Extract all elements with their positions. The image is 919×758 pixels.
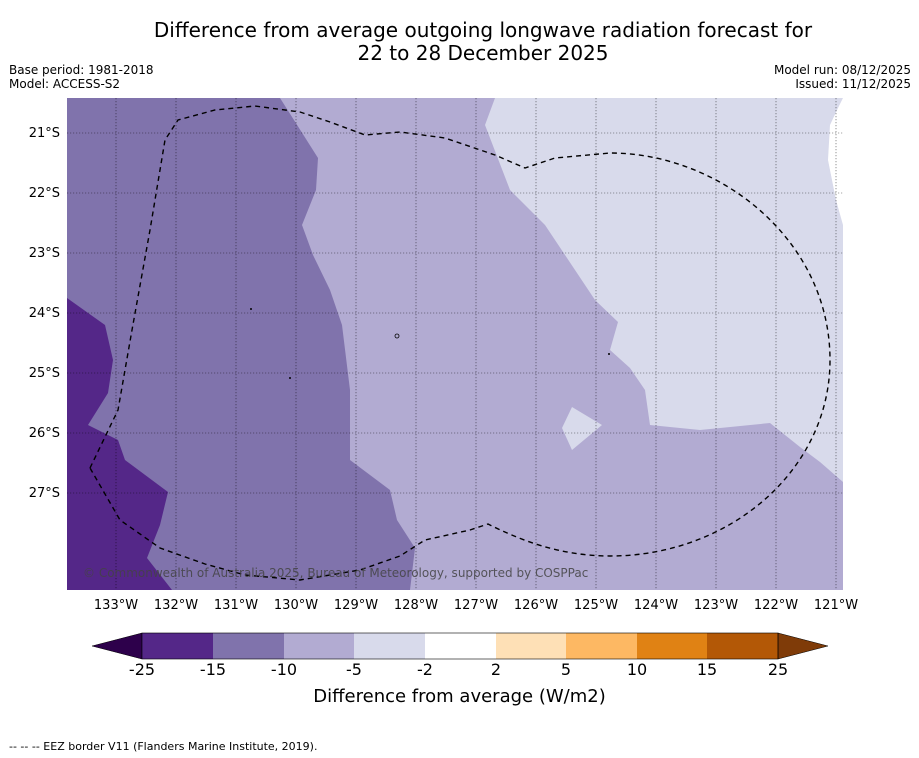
lat-label: 26°S xyxy=(28,426,60,441)
lon-label: 132°W xyxy=(153,598,199,613)
island-marker xyxy=(394,333,400,339)
colorbar-tick: 25 xyxy=(767,660,789,679)
colorbar-extend-high xyxy=(777,632,829,660)
island-marker xyxy=(289,377,291,379)
lat-label: 24°S xyxy=(28,306,60,321)
colorbar-bin xyxy=(142,633,213,659)
island-marker xyxy=(250,308,252,310)
lat-label: 25°S xyxy=(28,366,60,381)
colorbar-tick: 10 xyxy=(626,660,648,679)
colorbar-tick: -25 xyxy=(128,660,156,679)
lon-label: 133°W xyxy=(93,598,139,613)
title-line-2: 22 to 28 December 2025 xyxy=(357,41,609,65)
lon-label: 125°W xyxy=(573,598,619,613)
colorbar-bin xyxy=(284,633,354,659)
map-title: Difference from average outgoing longwav… xyxy=(0,19,919,65)
colorbar-bin xyxy=(566,633,637,659)
lon-label: 124°W xyxy=(633,598,679,613)
colorbar-tick: -10 xyxy=(270,660,298,679)
colorbar-bin xyxy=(637,633,707,659)
colorbar-bin xyxy=(496,633,566,659)
lon-label: 129°W xyxy=(333,598,379,613)
colorbar-label: Difference from average (W/m2) xyxy=(313,686,606,707)
colorbar-extend-low xyxy=(91,632,143,660)
lat-label: 23°S xyxy=(28,246,60,261)
band-right-edge xyxy=(828,98,843,225)
model-text: Model: ACCESS-S2 xyxy=(9,77,121,91)
base-period-text: Base period: 1981-2018 xyxy=(9,63,154,77)
lon-label: 131°W xyxy=(213,598,259,613)
colorbar-tick: -5 xyxy=(346,660,362,679)
colorbar-bin xyxy=(354,633,425,659)
colorbar-tick: -15 xyxy=(199,660,227,679)
lon-label: 126°W xyxy=(513,598,559,613)
eez-border xyxy=(89,105,831,581)
lon-label: 127°W xyxy=(453,598,499,613)
band-neg25-neg15 xyxy=(67,298,172,590)
colorbar-tick: -2 xyxy=(417,660,433,679)
colorbar-tick: 5 xyxy=(560,660,572,679)
colorbar-bin xyxy=(213,633,284,659)
colorbar-bin xyxy=(707,633,778,659)
colorbar-tick: 2 xyxy=(490,660,502,679)
island-marker xyxy=(608,353,610,355)
lon-label: 123°W xyxy=(693,598,739,613)
copyright-text: © Commonwealth of Australia 2025, Bureau… xyxy=(83,566,588,580)
colorbar-tick: 15 xyxy=(696,660,718,679)
colorbar xyxy=(91,632,829,660)
lon-label: 128°W xyxy=(393,598,439,613)
eez-legend-text: -- -- -- EEZ border V11 (Flanders Marine… xyxy=(9,740,318,753)
band-neg5-neg2-island xyxy=(562,407,602,450)
meta-right: Model run: 08/12/2025 Issued: 11/12/2025 xyxy=(774,63,911,91)
issued-text: Issued: 11/12/2025 xyxy=(795,77,911,91)
model-run-text: Model run: 08/12/2025 xyxy=(773,63,911,77)
meta-left: Base period: 1981-2018 Model: ACCESS-S2 xyxy=(9,63,154,91)
lon-label: 122°W xyxy=(753,598,799,613)
title-line-1: Difference from average outgoing longwav… xyxy=(153,18,813,42)
band-neg15-neg10 xyxy=(67,98,415,590)
map-area: © Commonwealth of Australia 2025, Bureau… xyxy=(67,98,843,590)
lon-label: 121°W xyxy=(813,598,859,613)
lon-label: 130°W xyxy=(273,598,319,613)
colorbar-bin xyxy=(425,633,496,659)
lat-label: 21°S xyxy=(28,126,60,141)
lat-label: 22°S xyxy=(28,186,60,201)
lat-label: 27°S xyxy=(28,486,60,501)
